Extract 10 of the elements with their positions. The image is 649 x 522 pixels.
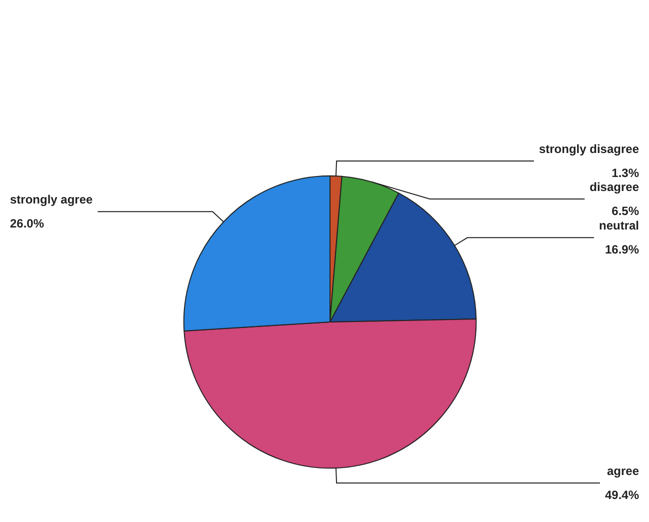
slice-label: disagree xyxy=(590,180,640,194)
slice-label: agree xyxy=(606,464,640,478)
data-label: 49.4% xyxy=(604,488,640,502)
data-label: 6.5% xyxy=(612,204,640,218)
data-label: 26.0% xyxy=(10,216,44,231)
data-label: 1.3% xyxy=(612,166,640,180)
slice-label: neutral xyxy=(598,218,639,233)
data-label: 16.9% xyxy=(604,242,640,257)
slice-label: strongly agree xyxy=(10,192,94,207)
slice-label: strongly disagree xyxy=(538,142,640,156)
